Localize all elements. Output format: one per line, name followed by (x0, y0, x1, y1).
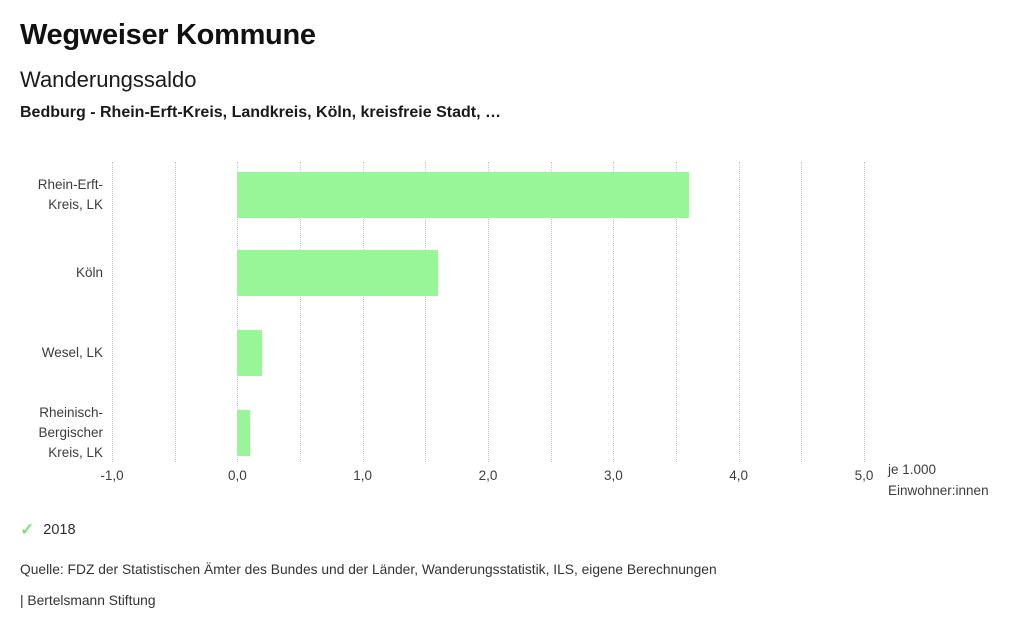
x-tick-label: -1,0 (100, 468, 124, 483)
x-tick-label: 3,0 (603, 468, 623, 483)
x-axis: -1,0 0,0 1,0 2,0 3,0 4,0 5,0 (100, 468, 873, 486)
gridline (613, 162, 615, 462)
gridline (550, 162, 552, 462)
x-tick-label: 4,0 (729, 468, 749, 483)
gridline (112, 162, 113, 462)
bar-0[interactable] (237, 172, 689, 218)
category-label: Rheinisch- Bergischer Kreis, LK (38, 405, 103, 460)
chart-selection-subtitle: Bedburg - Rhein-Erft-Kreis, Landkreis, K… (20, 104, 501, 121)
x-tick-label: 2,0 (478, 468, 498, 483)
chart-title: Wanderungssaldo (20, 67, 197, 92)
attribution-text: | Bertelsmann Stiftung (20, 593, 156, 608)
gridline (300, 162, 301, 462)
app-title: Wegweiser Kommune (20, 19, 316, 51)
x-tick-label: 5,0 (854, 468, 874, 483)
gridline (488, 162, 489, 462)
gridline (174, 162, 176, 462)
bar-3[interactable] (237, 410, 250, 456)
axis-unit-label: je 1.000 Einwohner:innen (888, 459, 989, 501)
gridline (237, 162, 239, 462)
x-tick-label: 0,0 (227, 468, 247, 483)
gridline (362, 162, 364, 462)
category-label: Wesel, LK (41, 345, 103, 360)
bar-2[interactable] (237, 330, 263, 376)
source-text: Quelle: FDZ der Statistischen Ämter des … (20, 562, 717, 577)
axis-unit-line1: je 1.000 (888, 462, 937, 477)
legend: ✓ 2018 (20, 521, 76, 538)
legend-year-label[interactable]: 2018 (43, 521, 76, 538)
category-labels: Rhein-Erft- Kreis, LK Köln Wesel, LK Rheinis… (0, 162, 103, 462)
category-label: Köln (75, 265, 103, 280)
gridline (425, 162, 427, 462)
gridline (738, 162, 740, 462)
plot-area (112, 162, 865, 462)
x-tick-label: 1,0 (353, 468, 373, 483)
check-icon[interactable]: ✓ (20, 520, 35, 539)
gridline (676, 162, 677, 462)
gridline (864, 162, 865, 462)
axis-unit-line2: Einwohner:innen (888, 483, 989, 498)
bar-1[interactable] (237, 250, 438, 296)
category-label: Rhein-Erft- Kreis, LK (37, 177, 103, 212)
gridline (801, 162, 803, 462)
